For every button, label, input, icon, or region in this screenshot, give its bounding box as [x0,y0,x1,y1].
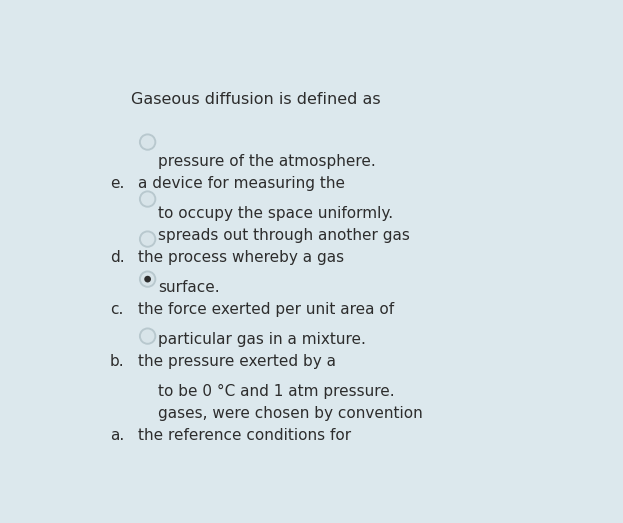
Ellipse shape [139,270,156,288]
Text: to be 0 °C and 1 atm pressure.: to be 0 °C and 1 atm pressure. [158,384,394,399]
Ellipse shape [141,232,155,246]
Text: c.: c. [110,302,123,317]
Ellipse shape [139,231,156,248]
Text: the reference conditions for: the reference conditions for [138,428,351,443]
Text: gases, were chosen by convention: gases, were chosen by convention [158,406,423,421]
Text: d.: d. [110,250,125,265]
Text: pressure of the atmosphere.: pressure of the atmosphere. [158,154,376,169]
Text: Gaseous diffusion is defined as: Gaseous diffusion is defined as [131,92,380,107]
Ellipse shape [141,135,155,149]
Ellipse shape [141,272,155,286]
Ellipse shape [139,190,156,208]
Text: e.: e. [110,176,125,191]
Text: the force exerted per unit area of: the force exerted per unit area of [138,302,394,317]
Text: a.: a. [110,428,124,443]
Ellipse shape [141,329,155,343]
Text: the process whereby a gas: the process whereby a gas [138,250,344,265]
Ellipse shape [145,276,151,282]
Text: b.: b. [110,354,125,369]
Text: particular gas in a mixture.: particular gas in a mixture. [158,332,366,347]
Ellipse shape [139,133,156,151]
Ellipse shape [141,192,155,206]
Text: a device for measuring the: a device for measuring the [138,176,345,191]
Text: spreads out through another gas: spreads out through another gas [158,228,410,243]
Ellipse shape [139,327,156,345]
Text: to occupy the space uniformly.: to occupy the space uniformly. [158,206,393,221]
Text: surface.: surface. [158,280,220,295]
Text: the pressure exerted by a: the pressure exerted by a [138,354,336,369]
